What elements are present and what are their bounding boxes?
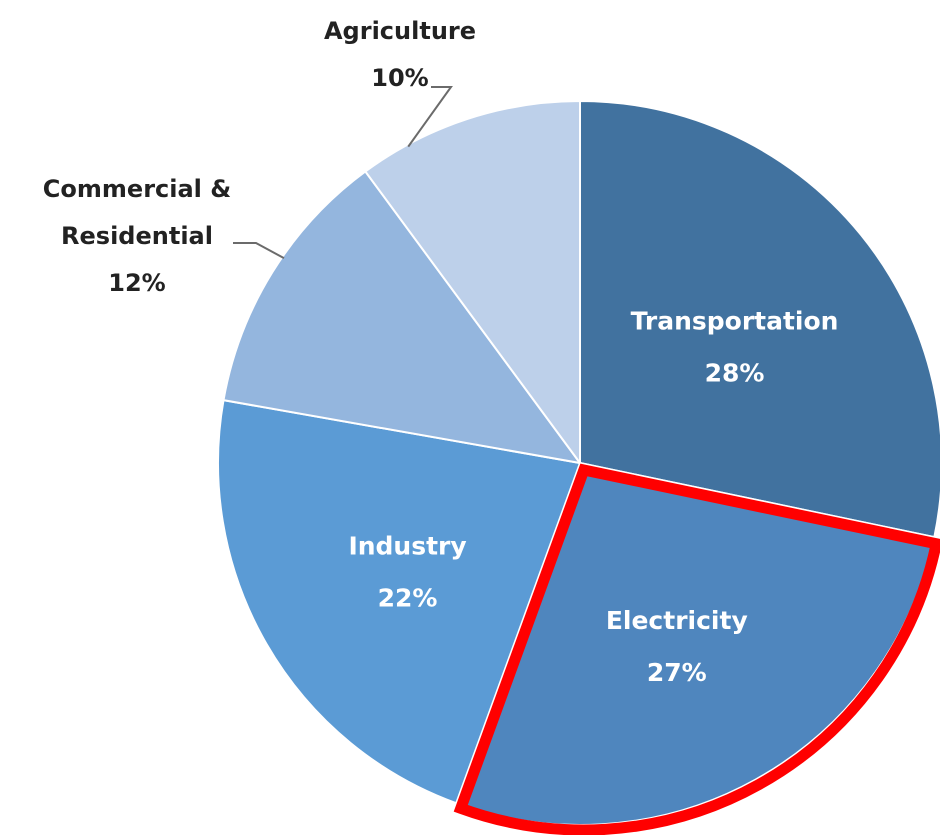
slice-value-electricity: 27% [647,658,707,687]
leader-line-commercial-and-residential [233,242,285,260]
slice-industry [217,398,582,805]
slice-label-commercial-and-residential-line-2: Residential [61,222,213,250]
slices-layer [217,99,940,826]
slice-transportation [579,99,940,539]
highlight-layer [453,463,940,836]
slice-label-agriculture: Agriculture [324,17,476,45]
slice-label-commercial-and-residential-line-1: Commercial & [43,175,231,203]
slice-value-agriculture: 10% [371,64,428,92]
highlight-outline-electricity [453,463,940,836]
slice-label-transportation: Transportation [631,306,839,335]
slice-value-commercial-and-residential: 12% [108,269,165,297]
labels-layer: Transportation 28% Electricity 27% Industry 2… [43,17,839,687]
leader-line-agriculture [407,86,453,148]
slice-commercial-and-residential [222,170,583,465]
slice-value-transportation: 28% [705,358,765,387]
slice-agriculture [363,99,581,467]
slice-label-industry: Industry [348,532,466,561]
slice-label-electricity: Electricity [606,606,748,635]
slice-value-industry: 22% [378,584,438,613]
